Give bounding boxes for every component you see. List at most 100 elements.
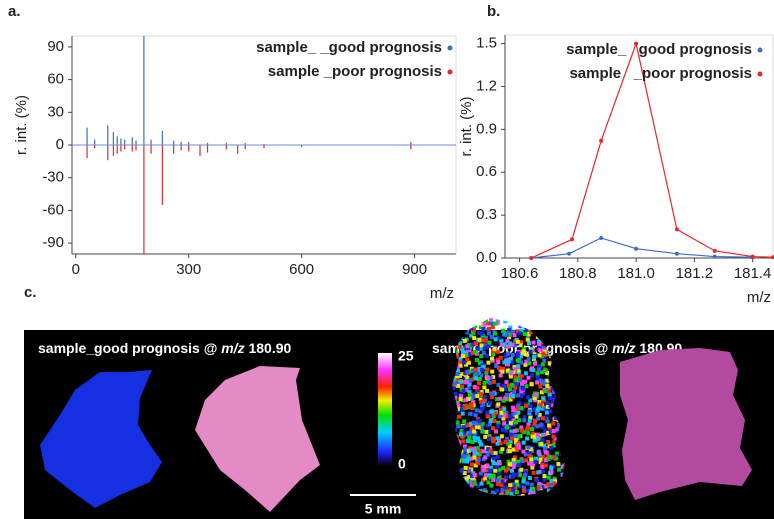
texture-dot xyxy=(540,425,545,430)
texture-dot xyxy=(520,386,525,391)
texture-dot xyxy=(452,381,457,386)
texture-dot xyxy=(567,318,571,322)
texture-dot xyxy=(486,343,491,348)
texture-dot xyxy=(515,482,520,487)
texture-dot xyxy=(543,415,548,420)
texture-dot xyxy=(540,464,545,469)
texture-dot xyxy=(455,378,460,383)
texture-dot xyxy=(527,361,532,366)
texture-dot xyxy=(541,396,546,401)
texture-dot xyxy=(455,375,460,380)
texture-dot xyxy=(470,318,475,321)
texture-dot xyxy=(516,418,521,423)
texture-dot xyxy=(487,380,492,385)
point xyxy=(599,235,604,240)
texture-dot xyxy=(468,411,473,416)
texture-dot xyxy=(546,457,551,462)
texture-dot xyxy=(490,409,495,414)
texture-dot xyxy=(513,366,518,371)
he-stain-image xyxy=(620,348,752,500)
texture-dot xyxy=(480,404,485,409)
texture-dot xyxy=(503,395,508,400)
texture-dot xyxy=(544,408,549,413)
texture-dot xyxy=(469,318,474,321)
texture-dot xyxy=(521,440,526,445)
y-tick-label: 0.6 xyxy=(476,163,497,180)
texture-dot xyxy=(533,398,538,403)
texture-dot xyxy=(553,479,558,484)
texture-dot xyxy=(531,462,536,467)
texture-dot xyxy=(509,382,514,387)
texture-dot xyxy=(482,322,487,327)
texture-dot xyxy=(567,322,571,326)
texture-dot xyxy=(528,404,533,409)
texture-dot xyxy=(471,394,476,399)
texture-dot xyxy=(534,456,539,461)
texture-dot xyxy=(540,438,545,443)
scale-bar-label: 5 mm xyxy=(365,501,402,517)
texture-dot xyxy=(481,365,486,370)
texture-dot xyxy=(504,358,509,363)
texture-dot xyxy=(522,320,527,325)
point xyxy=(570,237,574,242)
texture-dot xyxy=(460,324,465,329)
texture-dot xyxy=(506,459,511,464)
texture-dot xyxy=(559,322,564,327)
texture-dot xyxy=(545,410,550,415)
y-tick-label: 1.2 xyxy=(476,77,497,94)
texture-dot xyxy=(520,351,525,356)
texture-dot xyxy=(457,321,462,326)
texture-dot xyxy=(500,447,505,452)
texture-dot xyxy=(505,362,510,367)
texture-dot xyxy=(527,418,532,423)
texture-dot xyxy=(509,468,514,473)
texture-dot xyxy=(493,321,498,326)
texture-dot xyxy=(461,360,466,365)
texture-dot xyxy=(550,321,555,326)
texture-dot xyxy=(544,349,549,354)
texture-dot xyxy=(481,327,486,332)
texture-dot xyxy=(548,403,553,408)
texture-dot xyxy=(488,465,493,470)
texture-dot xyxy=(464,476,469,481)
texture-dot xyxy=(509,436,514,441)
texture-dot xyxy=(487,422,492,427)
texture-dot xyxy=(511,458,516,463)
texture-dot xyxy=(501,383,506,388)
texture-dot xyxy=(512,429,517,434)
texture-dot xyxy=(515,459,520,464)
point xyxy=(674,227,679,232)
texture-dot xyxy=(486,447,491,452)
texture-dot xyxy=(538,486,543,491)
texture-dot xyxy=(515,428,520,433)
texture-dot xyxy=(527,476,532,481)
texture-dot xyxy=(551,464,556,469)
texture-dot xyxy=(495,436,500,441)
texture-dot xyxy=(461,354,466,359)
texture-dot xyxy=(455,369,460,374)
texture-dot xyxy=(491,439,496,444)
texture-dot xyxy=(499,449,504,454)
texture-dot xyxy=(457,373,462,378)
texture-dot xyxy=(478,346,483,351)
colorbar xyxy=(378,353,392,466)
texture-dot xyxy=(472,455,477,460)
legend-label: sample _poor prognosis xyxy=(569,65,752,82)
texture-dot xyxy=(471,318,476,321)
texture-dot xyxy=(462,454,467,459)
texture-dot xyxy=(504,411,509,416)
texture-dot xyxy=(467,457,472,462)
texture-dot xyxy=(462,318,467,323)
texture-dot xyxy=(483,434,488,439)
point xyxy=(771,255,774,260)
texture-dot xyxy=(474,393,479,398)
texture-dot xyxy=(478,442,483,447)
texture-dot xyxy=(540,454,545,459)
texture-dot xyxy=(512,455,517,460)
texture-dot xyxy=(536,470,541,475)
texture-dot xyxy=(465,344,470,349)
texture-dot xyxy=(474,451,479,456)
texture-dot xyxy=(512,389,517,394)
x-tick-label: 180.8 xyxy=(559,265,597,282)
